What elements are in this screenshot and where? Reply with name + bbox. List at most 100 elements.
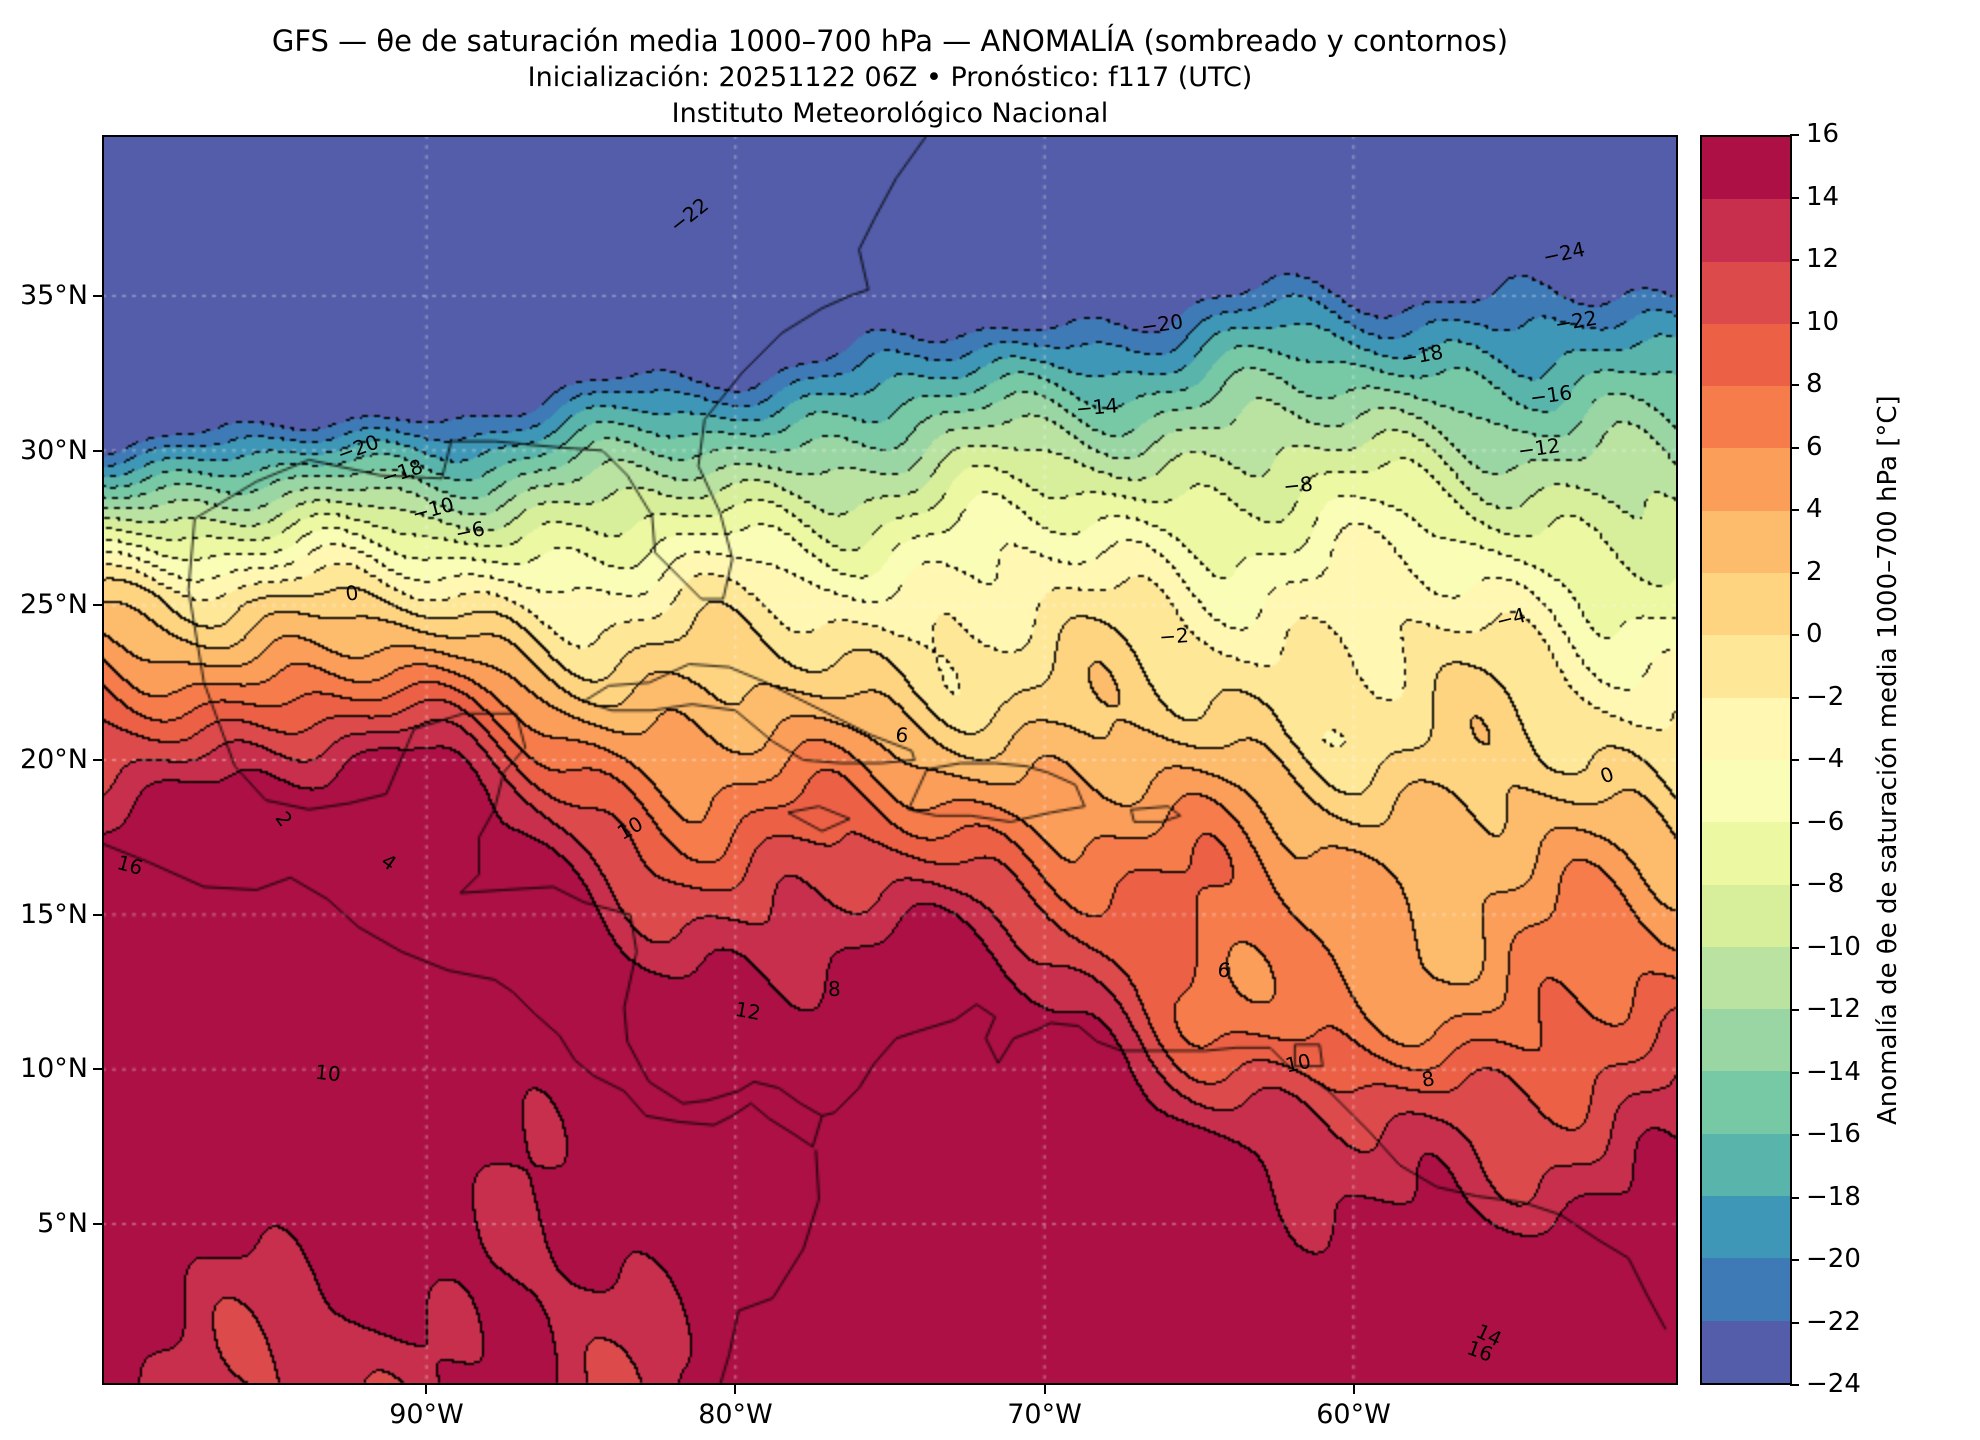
colorbar-cell — [1702, 697, 1790, 760]
colorbar-tick-label: −14 — [1806, 1056, 1861, 1087]
contour-label: 6 — [894, 722, 910, 748]
colorbar-cell — [1702, 759, 1790, 823]
colorbar-tickmark — [1790, 384, 1799, 386]
colorbar-tickmark — [1790, 1259, 1799, 1261]
colorbar-tick-label: −22 — [1806, 1306, 1861, 1337]
colorbar-tick-label: −12 — [1806, 994, 1861, 1024]
x-tick-label: 80°W — [698, 1399, 773, 1430]
colorbar-cell — [1702, 1196, 1790, 1259]
y-tick-label: 20°N — [19, 744, 88, 775]
colorbar-tickmark — [1790, 884, 1799, 886]
colorbar-cell — [1702, 1009, 1790, 1072]
colorbar-tick-label: 4 — [1806, 494, 1823, 524]
colorbar-tickmark — [1790, 1321, 1799, 1324]
contour-label: −12 — [1516, 432, 1562, 463]
colorbar-tickmark — [1790, 446, 1799, 449]
colorbar-tickmark — [1790, 1009, 1799, 1011]
colorbar-cell — [1702, 199, 1790, 262]
y-axis-tickmark — [93, 604, 102, 607]
contour-label: 8 — [828, 976, 841, 1001]
y-tick-label: 30°N — [19, 434, 88, 466]
y-axis-tickmark — [93, 913, 102, 916]
colorbar-cell — [1702, 386, 1790, 449]
colorbar-tickmark — [1790, 696, 1799, 699]
colorbar-tick-label: −2 — [1806, 681, 1845, 712]
colorbar-tick-label: 16 — [1806, 119, 1840, 149]
y-tick-label: 35°N — [19, 279, 88, 311]
chart-subtitle-init: Inicialización: 20251122 06Z • Pronóstic… — [527, 62, 1253, 93]
colorbar-cell — [1702, 323, 1790, 387]
colorbar-tick-label: −18 — [1806, 1181, 1861, 1212]
colorbar-tickmark — [1790, 571, 1799, 574]
colorbar-tick-label: −8 — [1806, 869, 1845, 899]
x-tick-label: 70°W — [1007, 1399, 1082, 1430]
colorbar-tick-label: 12 — [1806, 244, 1840, 274]
y-axis-tickmark — [93, 1223, 102, 1226]
colorbar-tickmark — [1790, 509, 1799, 511]
chart-title: GFS — θe de saturación media 1000–700 hP… — [271, 24, 1509, 58]
x-axis-tickmark — [1043, 1385, 1046, 1394]
colorbar-tickmark — [1790, 196, 1799, 199]
colorbar-tickmark — [1790, 759, 1799, 761]
colorbar-tickmark — [1790, 1071, 1799, 1074]
x-axis-tickmark — [425, 1385, 428, 1394]
colorbar-tickmark — [1790, 259, 1799, 261]
y-tick-label: 15°N — [19, 898, 88, 930]
colorbar-cell — [1702, 137, 1790, 200]
colorbar-cell — [1702, 822, 1790, 885]
map-plot: 90°W 80°W 70°W 60°W 35°N 30°N 25°N 20°N 15°N 10°N… — [20, 135, 1678, 1430]
colorbar-tickmark — [1790, 321, 1799, 324]
colorbar-tick-label: 10 — [1806, 306, 1840, 337]
colorbar-tick-label: −4 — [1806, 744, 1845, 774]
colorbar-tick-label: 8 — [1806, 369, 1823, 399]
contour-label: −8 — [1281, 471, 1314, 499]
colorbar-tick-label: 14 — [1806, 181, 1840, 212]
colorbar-tick-label: −10 — [1806, 931, 1861, 962]
colorbar-tick-label: 6 — [1806, 431, 1823, 462]
y-axis-tickmark — [93, 294, 102, 297]
colorbar-cell — [1702, 1320, 1790, 1383]
colorbar — [1700, 135, 1792, 1385]
y-tick-label: 25°N — [19, 589, 88, 621]
colorbar-cell — [1702, 946, 1790, 1010]
colorbar-cell — [1702, 1071, 1790, 1134]
colorbar-tick-label: −20 — [1806, 1244, 1861, 1274]
colorbar-cell — [1702, 1133, 1790, 1197]
colorbar-cell — [1702, 261, 1790, 324]
y-axis-tickmark — [93, 449, 102, 452]
colorbar-tickmark — [1790, 821, 1799, 824]
colorbar-cell — [1702, 510, 1790, 574]
colorbar-tick-label: −24 — [1806, 1369, 1861, 1399]
colorbar-cell — [1702, 1258, 1790, 1321]
colorbar-tick-label: 2 — [1806, 556, 1823, 587]
colorbar-tickmark — [1790, 946, 1799, 949]
colorbar-cell — [1702, 635, 1790, 698]
x-axis-tickmark — [734, 1385, 737, 1394]
figure-titles: GFS — θe de saturación media 1000–700 hP… — [102, 22, 1678, 132]
contour-label: −2 — [1158, 623, 1190, 650]
colorbar-tickmark — [1790, 1196, 1799, 1199]
colorbar-tick-label: −16 — [1806, 1119, 1861, 1149]
y-axis-tickmark — [93, 759, 102, 761]
colorbar-tick-label: −6 — [1806, 806, 1845, 837]
y-tick-label: 5°N — [37, 1208, 88, 1240]
x-tick-label: 60°W — [1316, 1399, 1391, 1430]
colorbar-cell — [1702, 573, 1790, 636]
y-tick-label: 10°N — [19, 1053, 88, 1085]
colorbar-tickmark — [1790, 134, 1799, 136]
contour-label: 10 — [313, 1059, 342, 1086]
contour-label: −14 — [1074, 393, 1120, 422]
map-canvas — [102, 135, 1678, 1385]
colorbar-label: Anomalía de θe de saturación media 1000–… — [1873, 395, 1903, 1125]
x-tick-label: 90°W — [389, 1399, 464, 1430]
colorbar-tickmark — [1790, 1384, 1799, 1386]
colorbar-tickmark — [1790, 634, 1799, 636]
colorbar-cell — [1702, 884, 1790, 947]
chart-subtitle-institute: Instituto Meteorológico Nacional — [671, 98, 1109, 129]
colorbar-cell — [1702, 448, 1790, 511]
colorbar-tick-label: 0 — [1806, 619, 1823, 649]
contour-label: 12 — [733, 996, 763, 1025]
x-axis-tickmark — [1352, 1385, 1355, 1394]
y-axis-tickmark — [93, 1068, 102, 1071]
